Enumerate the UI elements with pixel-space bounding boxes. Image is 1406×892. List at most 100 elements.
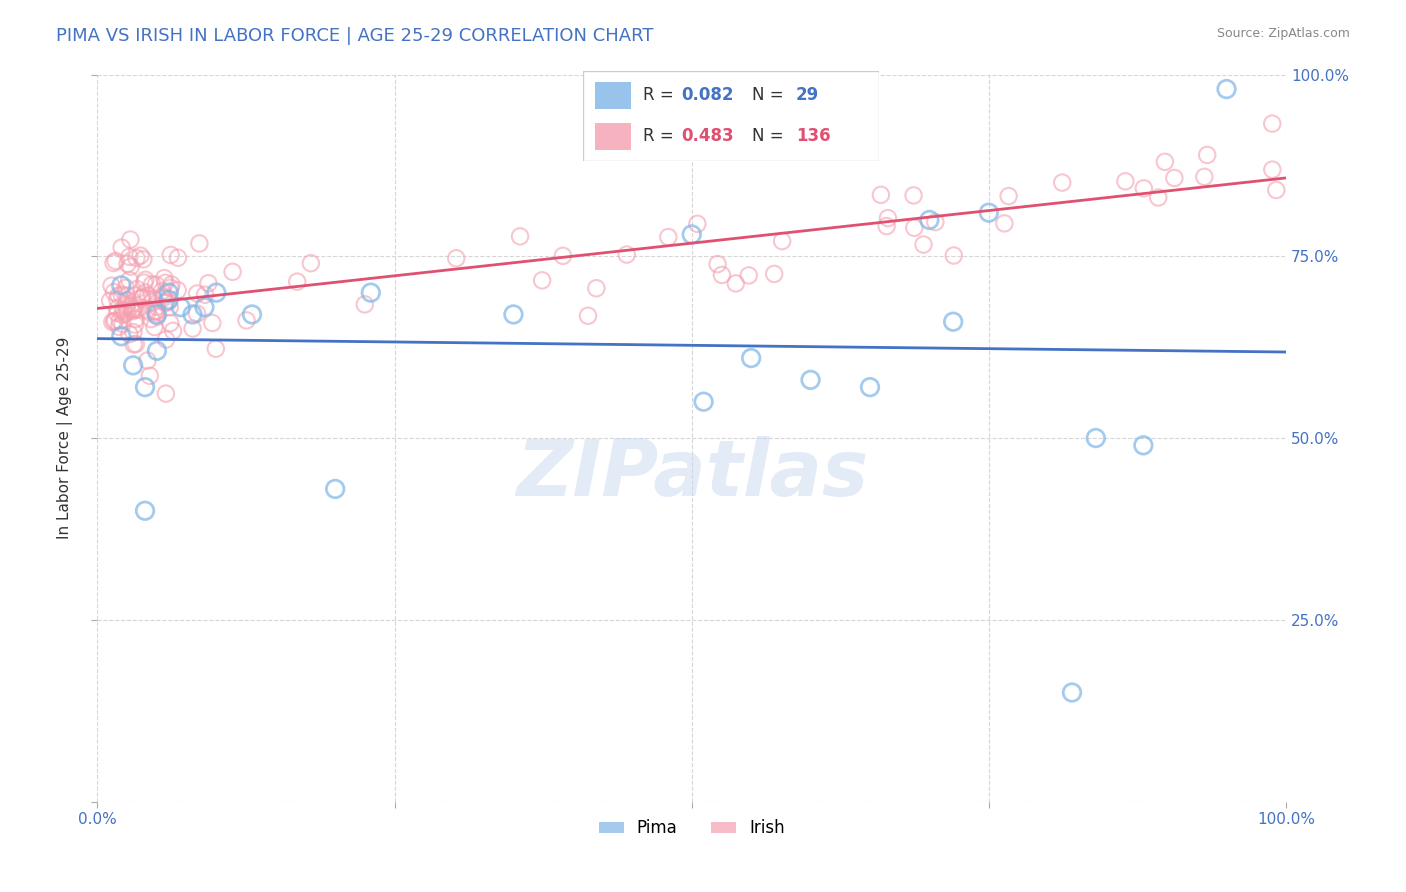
Point bbox=[585, 281, 607, 295]
Point bbox=[1265, 183, 1288, 197]
Point bbox=[924, 215, 946, 229]
Point bbox=[724, 277, 747, 291]
Point bbox=[120, 299, 142, 313]
Point bbox=[186, 307, 208, 321]
Point bbox=[150, 284, 173, 298]
Point bbox=[125, 288, 148, 302]
Point bbox=[129, 292, 152, 306]
Point bbox=[1154, 154, 1177, 169]
Point bbox=[166, 283, 188, 297]
Point bbox=[103, 314, 125, 328]
Point bbox=[502, 308, 524, 322]
Point bbox=[101, 315, 124, 329]
Point bbox=[146, 343, 169, 358]
Text: 0.082: 0.082 bbox=[681, 86, 734, 103]
Point bbox=[111, 308, 134, 322]
Point bbox=[131, 290, 153, 304]
Point bbox=[800, 373, 823, 387]
Point bbox=[903, 220, 925, 235]
Point bbox=[1050, 176, 1073, 190]
Text: ZIPatlas: ZIPatlas bbox=[516, 436, 868, 512]
Point bbox=[124, 318, 146, 332]
Point bbox=[235, 313, 257, 327]
Point bbox=[706, 257, 728, 271]
Point bbox=[145, 304, 167, 318]
Point bbox=[115, 288, 138, 302]
Point bbox=[763, 267, 786, 281]
Point bbox=[181, 308, 204, 322]
Point bbox=[139, 368, 162, 383]
Y-axis label: In Labor Force | Age 25-29: In Labor Force | Age 25-29 bbox=[58, 337, 73, 540]
Point bbox=[205, 285, 228, 300]
Point bbox=[1114, 174, 1136, 188]
Point bbox=[103, 285, 125, 299]
Point bbox=[152, 291, 174, 305]
FancyBboxPatch shape bbox=[595, 123, 631, 150]
Point bbox=[1194, 169, 1216, 184]
Point bbox=[740, 351, 762, 365]
Point bbox=[115, 281, 138, 295]
Text: 136: 136 bbox=[796, 127, 831, 145]
Point bbox=[155, 276, 177, 290]
Point bbox=[770, 234, 793, 248]
Point bbox=[136, 289, 159, 303]
Point bbox=[193, 300, 215, 314]
Point bbox=[141, 277, 163, 292]
Point bbox=[105, 293, 128, 307]
Point bbox=[221, 265, 243, 279]
Point bbox=[141, 312, 163, 326]
Point bbox=[692, 394, 714, 409]
Point bbox=[360, 285, 382, 300]
Point bbox=[918, 213, 941, 227]
Point bbox=[877, 211, 900, 226]
Point bbox=[155, 333, 177, 347]
Point bbox=[108, 314, 131, 328]
Point bbox=[136, 353, 159, 368]
Point bbox=[186, 286, 208, 301]
Point bbox=[155, 386, 177, 401]
Point bbox=[100, 278, 122, 293]
Point bbox=[134, 276, 156, 290]
Point bbox=[132, 252, 155, 267]
Point bbox=[107, 288, 129, 302]
Point bbox=[240, 308, 263, 322]
Point bbox=[134, 273, 156, 287]
Point bbox=[159, 316, 181, 330]
Point bbox=[125, 337, 148, 351]
Point bbox=[104, 313, 127, 327]
Point bbox=[993, 216, 1015, 230]
Legend: Pima, Irish: Pima, Irish bbox=[592, 813, 792, 844]
Point bbox=[285, 275, 308, 289]
Point bbox=[98, 293, 121, 308]
Point bbox=[117, 304, 139, 318]
Point bbox=[125, 302, 148, 317]
Point bbox=[870, 187, 893, 202]
Point bbox=[118, 273, 141, 287]
Point bbox=[117, 257, 139, 271]
Point bbox=[114, 307, 136, 321]
Text: R =: R = bbox=[643, 86, 679, 103]
Point bbox=[118, 327, 141, 342]
Point bbox=[155, 296, 177, 310]
Point bbox=[112, 303, 135, 318]
Point bbox=[1132, 438, 1154, 452]
Point bbox=[105, 306, 128, 320]
Point bbox=[118, 250, 141, 264]
Point bbox=[1261, 117, 1284, 131]
Point bbox=[121, 302, 143, 317]
FancyBboxPatch shape bbox=[583, 71, 879, 161]
Point bbox=[156, 295, 179, 310]
Point bbox=[204, 342, 226, 356]
Point bbox=[509, 229, 531, 244]
Point bbox=[152, 289, 174, 303]
Point bbox=[181, 321, 204, 335]
Point bbox=[115, 299, 138, 313]
Point bbox=[157, 285, 180, 300]
Point bbox=[110, 329, 132, 343]
Point bbox=[110, 241, 132, 255]
Point bbox=[122, 337, 145, 351]
Point bbox=[710, 268, 733, 282]
Point bbox=[1133, 181, 1156, 195]
Point bbox=[110, 278, 132, 293]
Point bbox=[142, 292, 165, 306]
